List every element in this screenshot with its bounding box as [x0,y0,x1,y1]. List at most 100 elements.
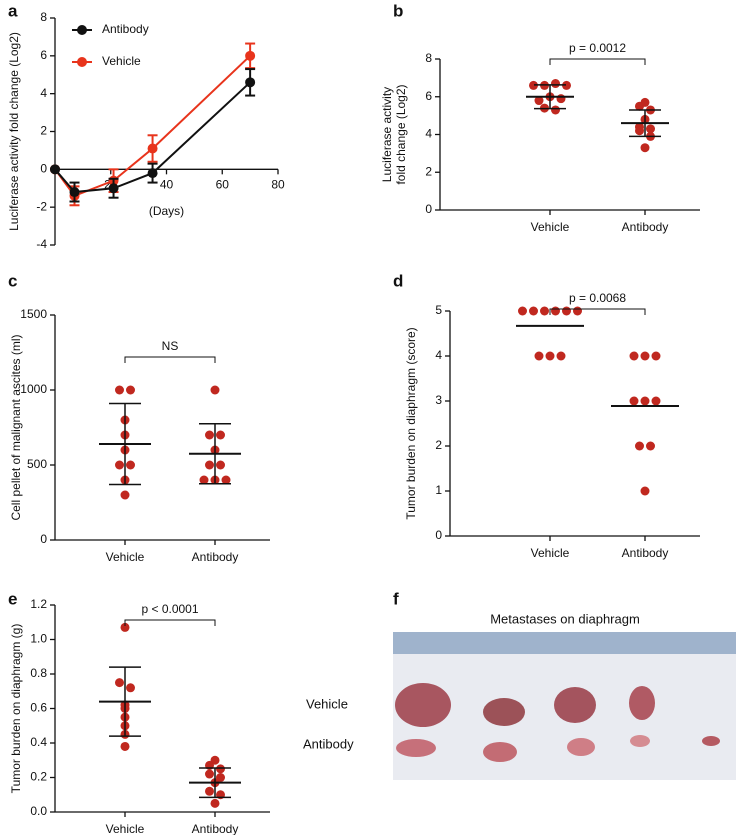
point [629,396,639,406]
point [216,764,225,774]
y-tick-label: 5 [435,303,442,317]
panel-label: d [393,271,403,290]
point [562,306,571,316]
y-tick-label: 3 [435,393,442,407]
x-tick-label: Vehicle [106,822,145,835]
y-tick-label: 6 [425,89,432,103]
y-tick-label: 0 [40,532,47,546]
point [115,460,124,470]
x-tick-label: Vehicle [531,220,570,234]
point [126,460,135,470]
y-tick-label: 4 [425,127,432,141]
bracket [124,619,216,626]
point [245,50,256,61]
point [556,351,566,361]
point [205,430,214,440]
point [120,490,130,500]
y-axis-label: Luciferase activity fold change (Log2) [7,32,21,231]
point [556,94,566,104]
panel-label: a [8,1,18,20]
x-tick-label: Antibody [192,822,239,835]
point [651,396,661,406]
point [245,77,256,88]
point [551,306,560,316]
tissue [630,735,650,747]
x-tick-label: 40 [160,178,174,192]
y-tick-label: 1500 [20,307,47,321]
ruler [393,632,736,654]
point [534,96,544,106]
bracket [549,308,646,315]
y-tick-label: 2 [425,164,432,178]
point [640,396,650,406]
legend-label: Vehicle [102,54,141,68]
point [108,183,119,194]
row-label: Antibody [303,736,354,751]
tissue [629,686,655,720]
y-tick-label: 1.0 [30,632,47,646]
point [147,143,158,154]
annotation: NS [162,339,179,353]
point [635,101,644,111]
panel-label: e [8,589,17,608]
panel-label: b [393,1,403,20]
x-tick-label: Antibody [192,550,239,564]
y-tick-label: 2 [435,438,442,452]
point [120,741,130,751]
x-tick-label: Vehicle [531,546,570,560]
y-tick-label: 2 [40,124,47,138]
point [635,441,644,451]
y-tick-label: 8 [40,10,47,24]
x-tick-label: 80 [271,178,285,192]
x-tick-label: Antibody [622,546,669,560]
point [640,351,650,361]
point [534,351,544,361]
panel-label: c [8,271,17,290]
point [646,124,655,134]
point [573,306,582,316]
point [216,430,225,440]
point [221,475,231,485]
photo-title: Metastases on diaphragm [490,611,640,626]
y-tick-label: 6 [40,48,47,62]
y-tick-label: -4 [36,237,47,251]
point [545,351,555,361]
x-axis-label: (Days) [149,204,184,218]
y-tick-label: 4 [435,348,442,362]
y-tick-label: 0 [425,202,432,216]
point [551,79,560,89]
y-tick-label: 1.2 [30,597,47,611]
point [529,80,538,90]
x-tick-label: 60 [216,178,230,192]
point [69,187,80,198]
y-tick-label: -2 [36,199,47,213]
point [50,164,60,175]
y-tick-label: 1 [435,483,442,497]
point [562,80,571,90]
point [651,351,661,361]
point [205,460,214,470]
legend-label: Antibody [102,22,149,36]
point [540,306,549,316]
point [205,769,214,779]
x-tick-label: Vehicle [106,550,145,564]
y-tick-label: 0 [435,528,442,542]
x-tick-label: Antibody [622,220,669,234]
y-tick-label: 4 [40,86,47,100]
y-tick-label: 8 [425,51,432,65]
y-tick-label: 0.0 [30,804,47,818]
point [210,385,220,395]
y-axis-label: Cell pellet of malignant ascites (ml) [9,334,23,520]
annotation: p < 0.0001 [141,602,198,616]
y-tick-label: 0 [40,162,47,176]
point [199,475,209,485]
point [518,306,527,316]
photo-panel: f Metastases on diaphragm Vehicle Antibo… [303,589,736,780]
point [126,385,135,395]
tissue [483,742,517,762]
y-tick-label: 0.2 [30,770,47,784]
point [115,385,124,395]
tissue [702,736,720,746]
point [551,105,560,115]
